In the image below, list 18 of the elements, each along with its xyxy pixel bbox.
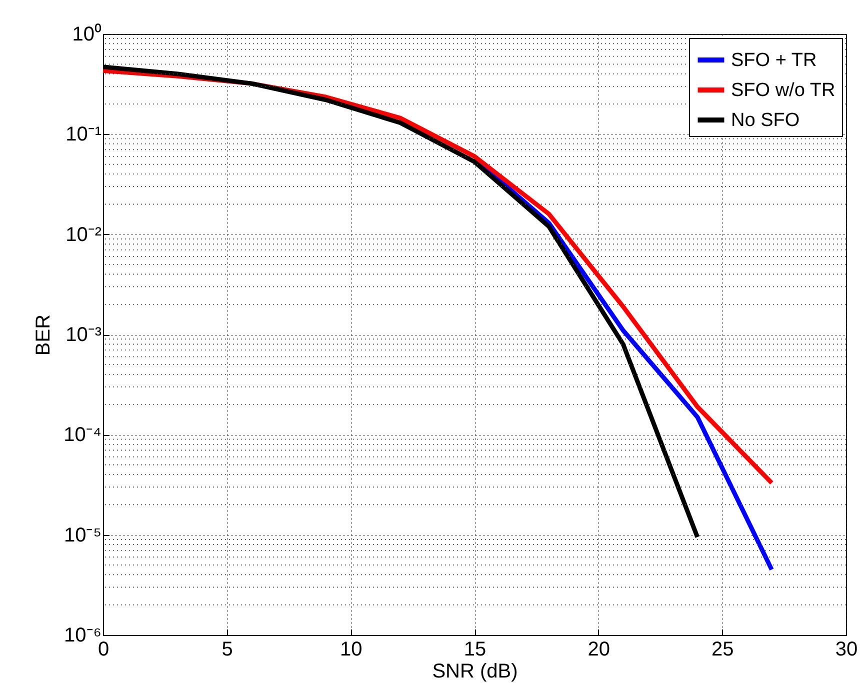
x-axis-title: SNR (dB) xyxy=(432,660,518,682)
x-tick-label: 5 xyxy=(222,638,233,660)
y-axis-title: BER xyxy=(32,314,55,356)
y-tick-label: 10⁻⁵ xyxy=(64,524,102,546)
y-tick-label: 10⁻³ xyxy=(66,324,102,346)
y-tick-label: 10⁻² xyxy=(66,224,102,246)
x-tick-label: 0 xyxy=(98,638,110,660)
x-tick-label: 15 xyxy=(464,638,486,660)
legend-label: No SFO xyxy=(731,110,800,131)
x-tick-label: 25 xyxy=(712,638,734,660)
legend-label: SFO + TR xyxy=(731,50,817,71)
x-tick-label: 20 xyxy=(588,638,610,660)
legend-label: SFO w/o TR xyxy=(731,80,836,101)
y-tick-label: 10⁰ xyxy=(72,22,102,46)
x-tick-label: 10 xyxy=(340,638,362,660)
y-tick-label: 10⁻⁴ xyxy=(64,424,102,446)
y-tick-label: 10⁻¹ xyxy=(66,124,102,146)
x-tick-label: 30 xyxy=(835,638,858,660)
